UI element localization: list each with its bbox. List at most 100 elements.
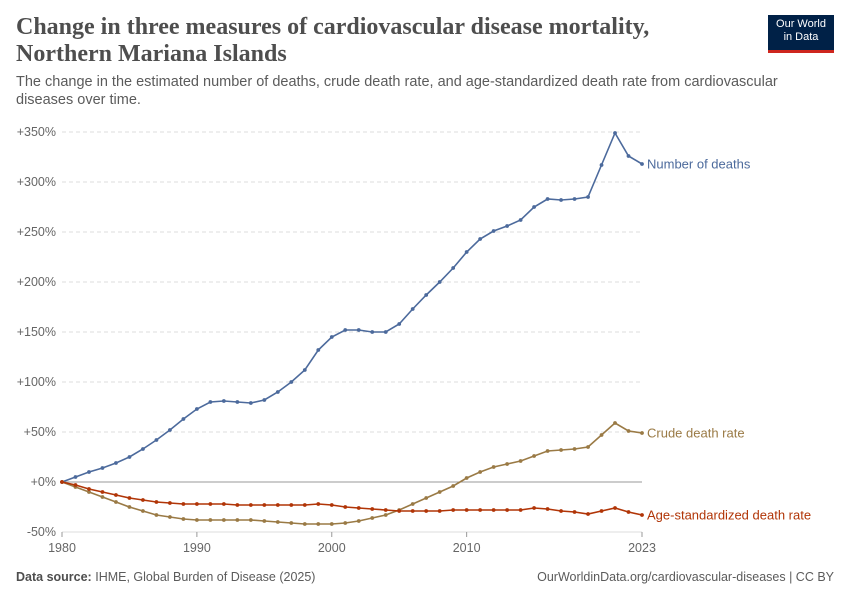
data-point[interactable] bbox=[154, 438, 159, 442]
data-point[interactable] bbox=[424, 496, 429, 500]
data-point[interactable] bbox=[168, 501, 172, 505]
data-point[interactable] bbox=[194, 518, 199, 522]
data-point[interactable] bbox=[613, 506, 617, 510]
data-point[interactable] bbox=[168, 428, 172, 432]
data-point[interactable] bbox=[545, 197, 550, 201]
data-point[interactable] bbox=[100, 490, 105, 494]
data-point[interactable] bbox=[208, 502, 213, 506]
data-point[interactable] bbox=[626, 429, 631, 433]
data-point[interactable] bbox=[194, 407, 199, 411]
data-point[interactable] bbox=[397, 509, 402, 513]
data-point[interactable] bbox=[356, 328, 361, 332]
data-point[interactable] bbox=[87, 470, 91, 474]
data-point[interactable] bbox=[505, 508, 510, 512]
data-point[interactable] bbox=[572, 197, 577, 201]
data-point[interactable] bbox=[640, 162, 644, 166]
data-point[interactable] bbox=[221, 518, 226, 522]
data-point[interactable] bbox=[545, 449, 550, 453]
data-point[interactable] bbox=[491, 508, 496, 512]
data-point[interactable] bbox=[383, 513, 388, 517]
data-point[interactable] bbox=[464, 476, 469, 480]
data-point[interactable] bbox=[559, 509, 563, 513]
data-point[interactable] bbox=[235, 400, 240, 404]
data-point[interactable] bbox=[586, 445, 590, 449]
data-point[interactable] bbox=[370, 516, 375, 520]
data-point[interactable] bbox=[343, 505, 348, 509]
data-point[interactable] bbox=[289, 521, 294, 525]
data-point[interactable] bbox=[235, 518, 240, 522]
data-point[interactable] bbox=[424, 293, 429, 297]
data-point[interactable] bbox=[410, 307, 415, 311]
data-point[interactable] bbox=[154, 513, 159, 517]
data-point[interactable] bbox=[302, 503, 307, 507]
data-point[interactable] bbox=[545, 507, 550, 511]
data-point[interactable] bbox=[343, 328, 348, 332]
data-point[interactable] bbox=[181, 517, 186, 521]
data-point[interactable] bbox=[235, 503, 240, 507]
data-point[interactable] bbox=[599, 509, 604, 513]
data-point[interactable] bbox=[586, 195, 590, 199]
data-point[interactable] bbox=[329, 335, 334, 339]
data-point[interactable] bbox=[141, 447, 145, 451]
data-point[interactable] bbox=[208, 518, 213, 522]
data-point[interactable] bbox=[100, 466, 105, 470]
data-point[interactable] bbox=[73, 483, 78, 487]
data-point[interactable] bbox=[626, 154, 631, 158]
data-point[interactable] bbox=[532, 205, 536, 209]
data-point[interactable] bbox=[316, 522, 321, 526]
data-point[interactable] bbox=[437, 509, 442, 513]
data-point[interactable] bbox=[410, 509, 415, 513]
data-point[interactable] bbox=[613, 131, 617, 135]
data-point[interactable] bbox=[397, 322, 402, 326]
data-point[interactable] bbox=[572, 510, 577, 514]
data-point[interactable] bbox=[343, 521, 348, 525]
data-point[interactable] bbox=[221, 399, 226, 403]
data-point[interactable] bbox=[329, 503, 334, 507]
data-point[interactable] bbox=[370, 507, 375, 511]
data-point[interactable] bbox=[302, 522, 307, 526]
data-point[interactable] bbox=[141, 498, 145, 502]
data-point[interactable] bbox=[613, 421, 617, 425]
data-point[interactable] bbox=[302, 368, 307, 372]
data-point[interactable] bbox=[559, 448, 563, 452]
data-point[interactable] bbox=[168, 515, 172, 519]
data-point[interactable] bbox=[532, 506, 536, 510]
data-point[interactable] bbox=[248, 518, 253, 522]
data-point[interactable] bbox=[356, 506, 361, 510]
data-point[interactable] bbox=[262, 503, 267, 507]
data-point[interactable] bbox=[73, 475, 78, 479]
data-point[interactable] bbox=[437, 490, 442, 494]
data-point[interactable] bbox=[356, 519, 361, 523]
data-point[interactable] bbox=[383, 508, 388, 512]
data-point[interactable] bbox=[464, 250, 469, 254]
data-point[interactable] bbox=[127, 455, 132, 459]
data-point[interactable] bbox=[248, 401, 253, 405]
data-point[interactable] bbox=[127, 496, 132, 500]
data-point[interactable] bbox=[114, 500, 118, 504]
data-point[interactable] bbox=[599, 163, 604, 167]
data-point[interactable] bbox=[640, 513, 644, 517]
owid-logo[interactable]: Our World in Data bbox=[768, 15, 834, 53]
data-point[interactable] bbox=[127, 505, 132, 509]
data-point[interactable] bbox=[221, 502, 226, 506]
data-point[interactable] bbox=[208, 400, 213, 404]
data-point[interactable] bbox=[100, 495, 105, 499]
data-point[interactable] bbox=[437, 280, 442, 284]
data-point[interactable] bbox=[464, 508, 469, 512]
data-point[interactable] bbox=[87, 487, 91, 491]
data-point[interactable] bbox=[329, 522, 334, 526]
data-point[interactable] bbox=[289, 503, 294, 507]
data-point[interactable] bbox=[586, 512, 590, 516]
data-point[interactable] bbox=[262, 519, 267, 523]
data-point[interactable] bbox=[518, 459, 523, 463]
data-point[interactable] bbox=[383, 330, 388, 334]
source-url[interactable]: OurWorldinData.org/cardiovascular-diseas… bbox=[537, 570, 834, 584]
data-point[interactable] bbox=[60, 480, 64, 484]
series-line[interactable] bbox=[61, 422, 643, 525]
data-point[interactable] bbox=[505, 462, 510, 466]
data-point[interactable] bbox=[478, 470, 483, 474]
data-point[interactable] bbox=[194, 502, 199, 506]
data-point[interactable] bbox=[275, 390, 280, 394]
data-point[interactable] bbox=[154, 500, 159, 504]
data-point[interactable] bbox=[262, 398, 267, 402]
